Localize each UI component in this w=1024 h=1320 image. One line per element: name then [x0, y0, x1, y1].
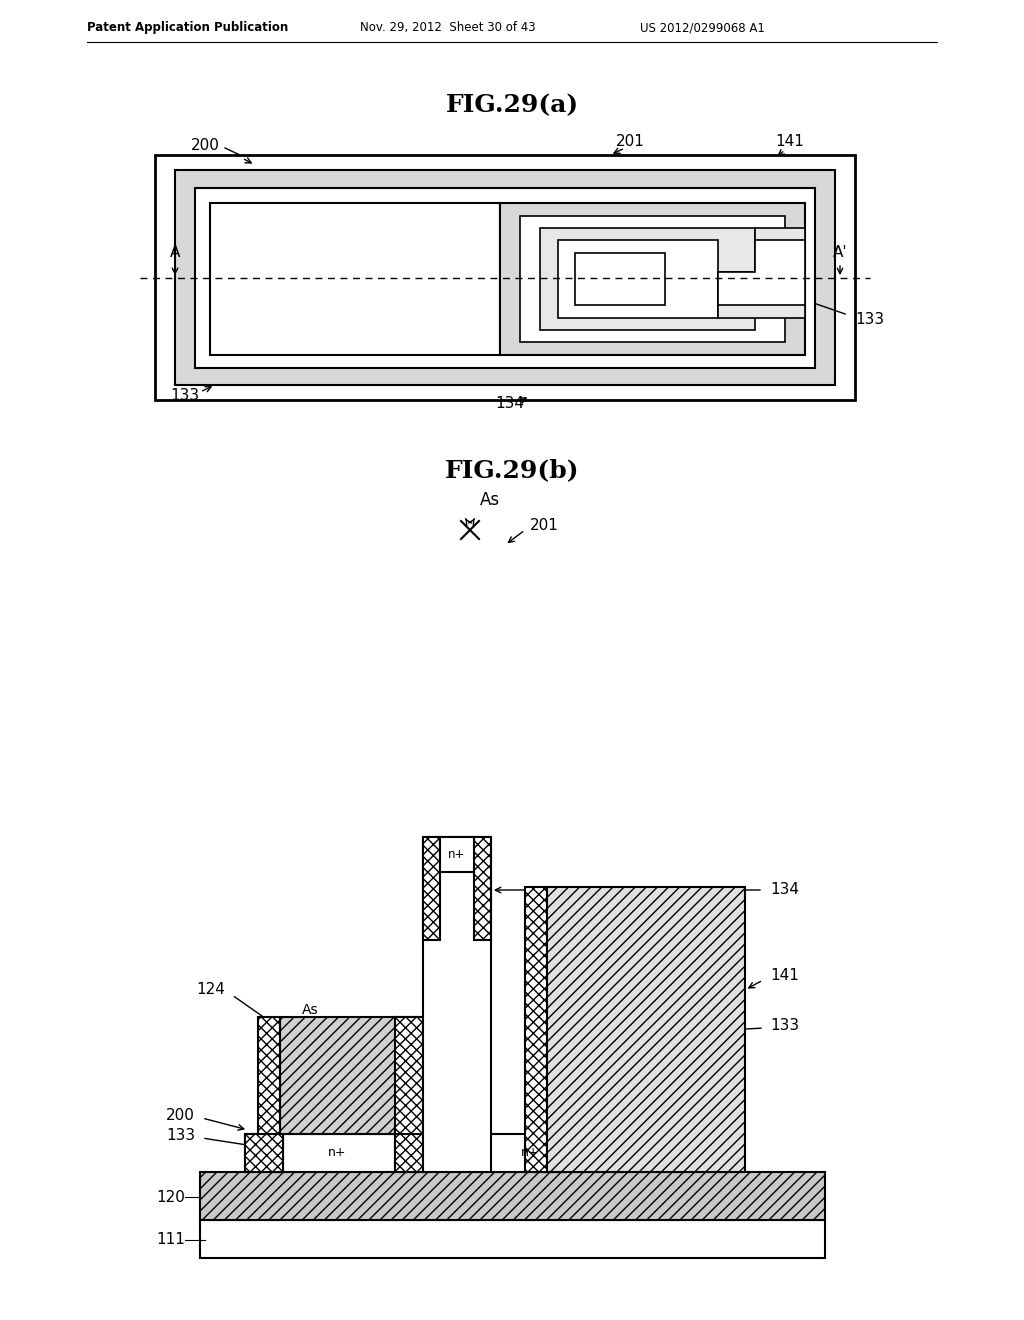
Text: n+: n+: [521, 1147, 540, 1159]
Text: n+: n+: [449, 849, 466, 862]
Text: Nov. 29, 2012  Sheet 30 of 43: Nov. 29, 2012 Sheet 30 of 43: [360, 21, 536, 34]
Bar: [500, 203, 805, 355]
Text: 133: 133: [855, 313, 884, 327]
Bar: [200, 1220, 825, 1258]
Bar: [558, 240, 718, 318]
Bar: [540, 228, 755, 330]
Text: Patent Application Publication: Patent Application Publication: [87, 21, 288, 34]
Text: FIG.29(b): FIG.29(b): [444, 458, 580, 482]
Text: 111: 111: [156, 1233, 185, 1247]
Text: 201: 201: [615, 135, 644, 149]
Bar: [245, 1134, 283, 1172]
Bar: [395, 1016, 423, 1172]
Bar: [210, 203, 500, 355]
Text: As: As: [480, 491, 500, 510]
Text: 200: 200: [166, 1107, 195, 1122]
Text: US 2012/0299068 A1: US 2012/0299068 A1: [640, 21, 765, 34]
Polygon shape: [718, 240, 805, 305]
Bar: [423, 837, 490, 1172]
Text: FIG.29(a): FIG.29(a): [445, 92, 579, 117]
Bar: [474, 837, 490, 940]
Bar: [423, 837, 440, 940]
Text: A: A: [170, 246, 180, 260]
Text: n+: n+: [328, 1147, 346, 1159]
Text: 141: 141: [775, 135, 805, 149]
Bar: [520, 216, 785, 342]
Text: 133: 133: [170, 388, 200, 404]
Bar: [280, 1016, 398, 1134]
Text: A': A': [833, 246, 847, 260]
Text: 133: 133: [770, 1018, 799, 1032]
Bar: [155, 154, 855, 400]
Bar: [280, 1134, 395, 1172]
Bar: [525, 887, 547, 1172]
Bar: [490, 1134, 570, 1172]
Bar: [258, 1016, 280, 1134]
Bar: [395, 1016, 423, 1134]
Bar: [575, 253, 665, 305]
Text: 134: 134: [770, 883, 799, 898]
Text: As: As: [302, 1003, 318, 1016]
Text: 201: 201: [530, 517, 559, 532]
Bar: [200, 1172, 825, 1220]
Bar: [195, 187, 815, 368]
Bar: [440, 837, 474, 873]
Text: 200: 200: [190, 137, 219, 153]
Polygon shape: [718, 228, 805, 318]
Text: 124: 124: [197, 982, 225, 998]
Text: 134: 134: [496, 396, 524, 412]
Text: 133: 133: [166, 1127, 195, 1143]
Text: 120: 120: [156, 1189, 185, 1204]
Bar: [545, 887, 745, 1172]
Bar: [245, 1134, 283, 1172]
Bar: [175, 170, 835, 385]
Text: 141: 141: [770, 968, 799, 982]
